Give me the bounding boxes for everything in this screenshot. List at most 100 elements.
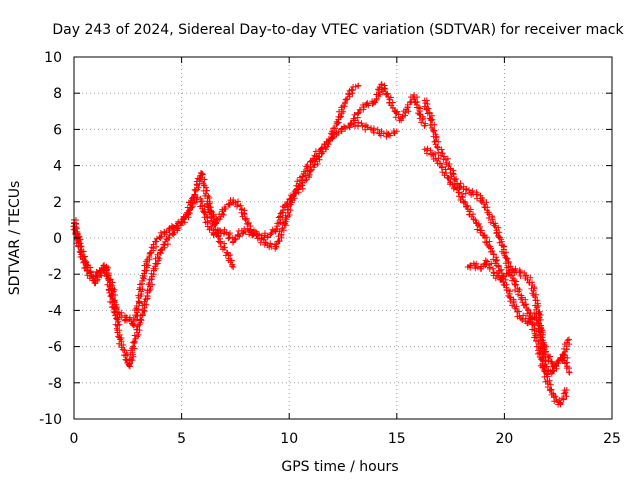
marker-run — [466, 206, 480, 226]
series-track-3 — [204, 119, 400, 252]
marker-run — [109, 286, 123, 340]
marker-run — [482, 234, 497, 258]
marker-run — [289, 174, 305, 199]
marker-run — [398, 106, 412, 122]
marker-run — [333, 100, 348, 126]
data-point — [428, 117, 435, 124]
y-tick-label: 8 — [53, 86, 62, 102]
data-point — [385, 93, 392, 100]
data-point — [355, 82, 362, 89]
marker-run — [139, 254, 153, 279]
y-tick-labels: -10 -8 -6 -4 -2 0 2 4 6 8 10 — [39, 50, 62, 428]
marker-run — [274, 203, 288, 232]
marker-run — [355, 101, 370, 116]
marker-run — [182, 192, 199, 220]
data-point — [348, 86, 355, 93]
y-tick-label: -4 — [48, 303, 62, 319]
marker-run — [333, 123, 347, 137]
marker-run — [76, 243, 92, 272]
marker-run — [257, 235, 269, 248]
data-point — [492, 224, 499, 231]
y-tick-label: -2 — [48, 267, 62, 283]
marker-run — [490, 251, 507, 280]
marker-run — [535, 312, 550, 371]
marker-run — [456, 191, 471, 210]
data-point — [565, 368, 572, 375]
marker-run — [378, 82, 391, 98]
data-point — [565, 336, 572, 343]
marker-run — [197, 198, 211, 226]
marker-run — [409, 94, 423, 118]
marker-run — [157, 236, 171, 254]
y-tick-label: -8 — [48, 376, 62, 392]
marker-run — [474, 220, 488, 239]
marker-run — [479, 199, 492, 216]
y-tick-label: -10 — [39, 412, 62, 428]
marker-run — [421, 97, 435, 122]
y-tick-label: 6 — [53, 122, 62, 138]
marker-run — [542, 348, 556, 370]
series-track-4 — [346, 81, 429, 129]
chart-title: Day 243 of 2024, Sidereal Day-to-day VTE… — [52, 22, 624, 38]
x-tick-label: 20 — [495, 431, 513, 447]
data-point — [393, 128, 400, 135]
data-point — [563, 387, 570, 394]
data-layer — [70, 81, 573, 408]
marker-run — [485, 213, 499, 229]
y-tick-label: 2 — [53, 195, 62, 211]
marker-run — [213, 206, 227, 226]
marker-run — [222, 252, 236, 270]
marker-run — [238, 207, 254, 233]
x-tick-label: 10 — [280, 431, 298, 447]
marker-run — [352, 119, 365, 130]
x-tick-label: 0 — [70, 431, 79, 447]
y-tick-label: 0 — [53, 231, 62, 247]
marker-run — [528, 284, 543, 317]
data-point — [197, 198, 204, 205]
marker-run — [123, 314, 130, 324]
series-track-2 — [70, 169, 237, 370]
marker-run — [364, 98, 377, 109]
marker-run — [264, 226, 279, 241]
marker-run — [474, 191, 485, 204]
marker-run — [218, 226, 228, 237]
marker-run — [493, 224, 505, 249]
marker-run — [499, 243, 512, 271]
data-point — [355, 110, 362, 117]
x-tick-label: 25 — [603, 431, 621, 447]
y-axis-label: SDTVAR / TECUs — [7, 181, 23, 296]
marker-run — [427, 116, 442, 150]
marker-run — [505, 266, 516, 278]
y-tick-label: 4 — [53, 159, 62, 175]
grid-layer — [74, 57, 612, 419]
marker-run — [231, 228, 246, 243]
marker-run — [507, 296, 522, 320]
marker-run — [135, 275, 147, 305]
data-point — [217, 227, 224, 234]
marker-run — [150, 250, 164, 272]
marker-run — [240, 225, 253, 238]
marker-run — [462, 185, 472, 197]
data-point — [421, 122, 428, 129]
y-tick-label: -6 — [48, 340, 62, 356]
marker-run — [116, 335, 130, 359]
marker-run — [377, 128, 390, 140]
data-point — [230, 263, 237, 270]
series-track-7 — [464, 257, 573, 378]
data-point — [77, 244, 84, 251]
marker-run — [300, 158, 314, 180]
marker-run — [434, 144, 446, 159]
data-point — [518, 294, 525, 301]
x-tick-labels: 0 5 10 15 20 25 — [70, 431, 621, 447]
data-point — [516, 269, 523, 276]
marker-run — [438, 164, 454, 186]
marker-run — [126, 339, 138, 369]
data-point — [290, 191, 297, 198]
marker-run — [161, 223, 175, 236]
x-tick-label: 5 — [177, 431, 186, 447]
data-point — [223, 249, 230, 256]
tick-layer — [73, 56, 613, 420]
data-point — [359, 122, 366, 129]
y-tick-label: 10 — [44, 50, 62, 66]
